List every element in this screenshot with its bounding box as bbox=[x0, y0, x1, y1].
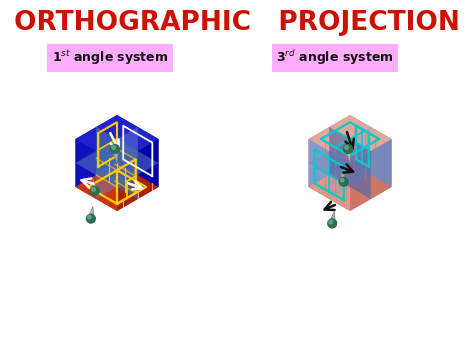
Polygon shape bbox=[350, 115, 392, 187]
Polygon shape bbox=[345, 149, 351, 163]
Polygon shape bbox=[75, 139, 117, 211]
Text: 1$^{st}$ angle system: 1$^{st}$ angle system bbox=[52, 49, 168, 67]
Polygon shape bbox=[329, 127, 371, 199]
Polygon shape bbox=[117, 115, 159, 187]
Polygon shape bbox=[329, 127, 371, 199]
Polygon shape bbox=[329, 212, 336, 224]
Polygon shape bbox=[96, 127, 138, 199]
Polygon shape bbox=[309, 115, 350, 187]
Circle shape bbox=[86, 214, 95, 223]
Text: ORTHOGRAPHIC   PROJECTION: ORTHOGRAPHIC PROJECTION bbox=[14, 10, 460, 36]
Polygon shape bbox=[350, 139, 392, 211]
Polygon shape bbox=[75, 139, 159, 187]
Polygon shape bbox=[75, 163, 159, 211]
Circle shape bbox=[91, 187, 99, 195]
Polygon shape bbox=[309, 139, 350, 211]
Circle shape bbox=[112, 146, 115, 149]
Polygon shape bbox=[309, 115, 392, 163]
Circle shape bbox=[345, 146, 348, 149]
Circle shape bbox=[328, 219, 337, 228]
Circle shape bbox=[88, 216, 91, 219]
Polygon shape bbox=[75, 115, 117, 187]
Polygon shape bbox=[92, 179, 98, 192]
Polygon shape bbox=[96, 127, 138, 199]
Text: 3$^{rd}$ angle system: 3$^{rd}$ angle system bbox=[276, 49, 394, 67]
Circle shape bbox=[110, 145, 119, 153]
Polygon shape bbox=[340, 170, 347, 182]
Circle shape bbox=[339, 177, 348, 186]
Circle shape bbox=[340, 179, 344, 182]
Circle shape bbox=[91, 188, 95, 191]
Circle shape bbox=[344, 145, 352, 153]
Circle shape bbox=[329, 220, 333, 224]
Polygon shape bbox=[112, 149, 118, 163]
Polygon shape bbox=[309, 139, 392, 187]
Polygon shape bbox=[88, 207, 94, 219]
Polygon shape bbox=[75, 115, 159, 163]
Polygon shape bbox=[117, 139, 159, 211]
Polygon shape bbox=[309, 163, 392, 211]
